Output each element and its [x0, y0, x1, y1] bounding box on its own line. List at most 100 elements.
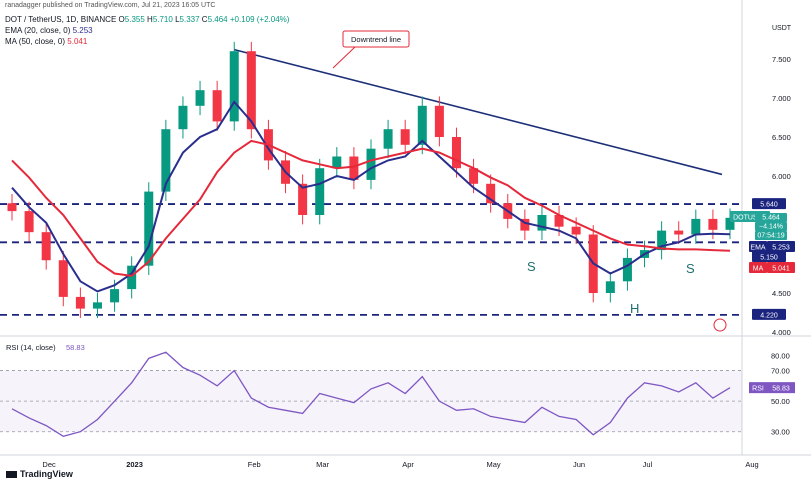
candle-body — [195, 90, 205, 106]
head-label: H — [630, 301, 639, 316]
ma-line — [11, 139, 731, 277]
price-badge-bg — [755, 231, 787, 240]
rsi-badge-value: 58.83 — [772, 386, 790, 393]
tradingview-logo[interactable]: TradingView — [6, 469, 73, 479]
tradingview-logo-icon — [6, 471, 17, 479]
rsi-tick-label: 80.00 — [771, 351, 790, 360]
downtrend-line — [234, 48, 723, 176]
candle-body — [537, 215, 547, 231]
candle-body — [520, 218, 530, 231]
symbol-line: DOT / TetherUS, 1D, BINANCE O5.355 H5.71… — [5, 15, 290, 24]
time-tick-label: Apr — [402, 460, 414, 469]
candle-body — [383, 129, 393, 149]
price-badge-text: 07:54:19 — [757, 233, 784, 240]
price-tick-label: 6.500 — [772, 133, 791, 142]
candle-body — [144, 191, 154, 266]
rsi-badge-value-bg — [767, 382, 795, 394]
price-badge-bg — [752, 198, 786, 210]
price-badge-text: 4.220 — [760, 312, 778, 319]
shoulder-label-right: S — [686, 261, 695, 276]
candle-body — [58, 260, 68, 297]
candle-body — [229, 51, 239, 122]
rsi-badge-label: RSI — [752, 386, 764, 393]
time-tick-label: Feb — [248, 460, 261, 469]
rsi-panel-value: 58.83 — [66, 343, 85, 352]
candle-body — [451, 137, 461, 169]
rsi-line — [11, 351, 731, 438]
tradingview-brand: TradingView — [20, 469, 73, 479]
rsi-tick-label: 70.00 — [771, 367, 790, 376]
ema-legend-value: 5.253 — [72, 26, 93, 35]
ohlc-low: 5.337 — [179, 15, 200, 24]
price-badge-text: EMA — [750, 245, 766, 252]
time-tick-label: Aug — [745, 460, 758, 469]
rsi-tick-label: 30.00 — [771, 428, 790, 437]
currency-label: USDT — [772, 25, 792, 32]
candle-body — [486, 183, 496, 204]
price-badge-text: 5.640 — [760, 202, 778, 209]
price-tick-label: 7.500 — [772, 55, 791, 64]
candle-body — [674, 230, 684, 235]
shoulder-label-left: S — [527, 259, 536, 274]
price-tick-label: 4.500 — [772, 289, 791, 298]
price-tick-label: 6.000 — [772, 172, 791, 181]
candle-body — [212, 90, 222, 122]
candle-body — [554, 215, 564, 227]
price-badge-text: −4.14% — [759, 224, 783, 231]
ema-legend[interactable]: EMA (20, close, 0) 5.253 — [5, 26, 93, 35]
candle-body — [400, 129, 410, 145]
price-badge-bg — [755, 213, 787, 222]
candle-body — [349, 156, 359, 180]
candle-body — [605, 281, 615, 293]
candle-body — [315, 168, 325, 215]
rsi-tick-label: 50.00 — [771, 397, 790, 406]
time-tick-label: Jun — [573, 460, 585, 469]
price-badge-bg — [767, 262, 795, 273]
price-badge-bg — [752, 308, 786, 320]
price-badge-bg — [755, 222, 787, 231]
symbol-label[interactable]: DOT / TetherUS, 1D, BINANCE — [5, 15, 117, 24]
trendline-label-pointer — [332, 46, 356, 69]
ma-legend-value: 5.041 — [67, 37, 88, 46]
candle-body — [708, 218, 718, 230]
candle-body — [7, 203, 17, 212]
candle-body — [417, 105, 427, 145]
ohlc-high: 5.710 — [152, 15, 173, 24]
candle-body — [332, 156, 342, 169]
price-badge-text: 5.253 — [772, 245, 790, 252]
time-tick-label: Mar — [316, 460, 329, 469]
price-badge-text: 5.464 — [762, 215, 780, 222]
ma-legend-label: MA (50, close, 0) — [5, 37, 66, 46]
candle-body — [657, 230, 667, 251]
time-tick-label: May — [486, 460, 500, 469]
candle-body — [571, 226, 581, 235]
price-tick-label: 4.000 — [772, 328, 791, 337]
price-badge-bg — [749, 262, 767, 273]
rsi-badge-label-bg — [749, 382, 767, 394]
ohlc-change: +0.109 (+2.04%) — [229, 15, 290, 24]
candle-body — [41, 232, 51, 261]
price-badge-bg — [767, 241, 795, 252]
candle-body — [725, 217, 735, 230]
candle-body — [110, 289, 120, 303]
price-badge-text: 5.041 — [772, 266, 790, 273]
candle-body — [469, 168, 479, 184]
candle-body — [127, 265, 137, 290]
time-tick-label: Jul — [643, 460, 653, 469]
time-tick-label: Dec — [42, 460, 56, 469]
ma-legend[interactable]: MA (50, close, 0) 5.041 — [5, 37, 87, 46]
price-badge-bg — [752, 251, 786, 262]
candle-body — [691, 218, 701, 235]
alert-icon — [713, 318, 727, 332]
ohlc-open: 5.355 — [124, 15, 145, 24]
candle-body — [246, 51, 256, 130]
candle-body — [161, 129, 171, 192]
attribution-text: ranadagger published on TradingView.com,… — [5, 2, 216, 9]
rsi-panel-label: RSI (14, close) — [6, 343, 56, 352]
price-badge-text: DOTUSDT — [733, 215, 768, 222]
trendline-label-box — [342, 30, 410, 48]
price-badge-text: 5.150 — [760, 255, 778, 262]
candle-body — [434, 105, 444, 137]
